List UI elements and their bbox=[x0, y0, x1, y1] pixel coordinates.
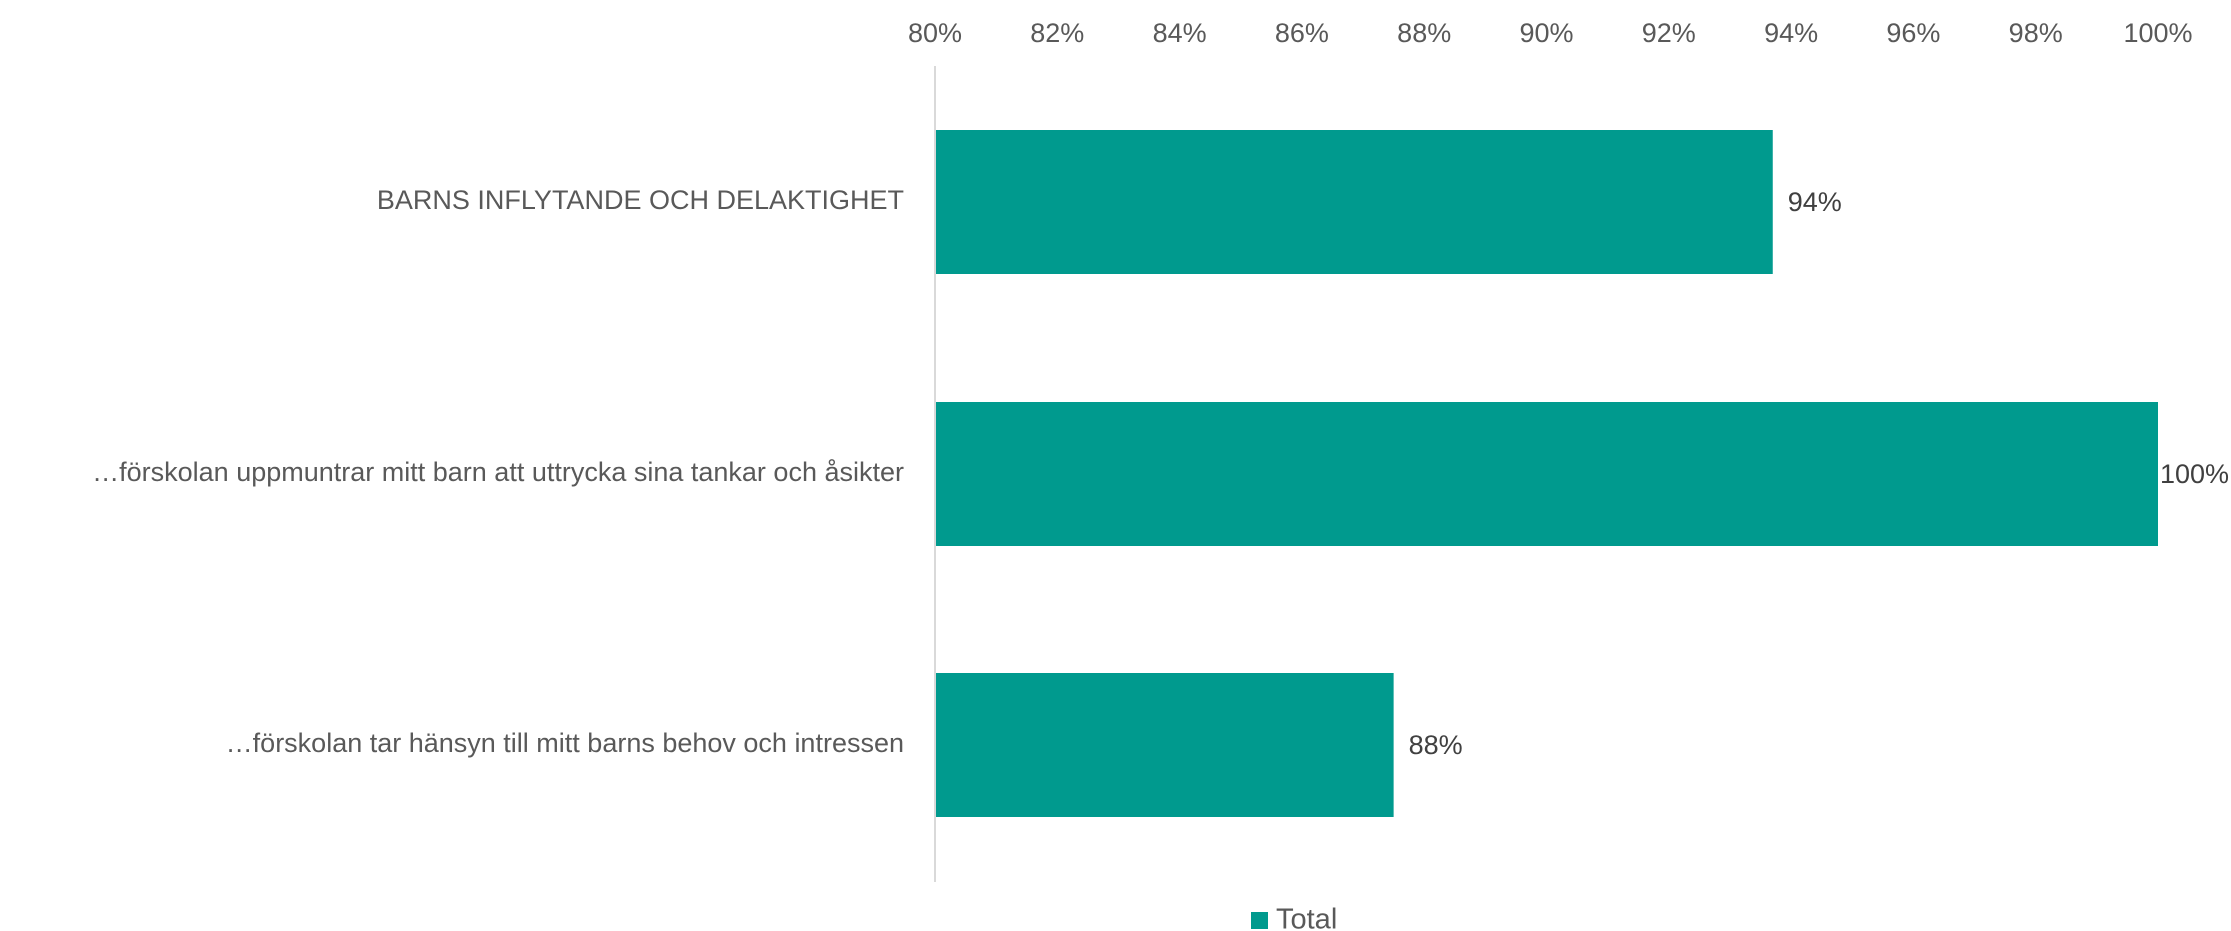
x-tick-label: 88% bbox=[1397, 18, 1451, 48]
x-tick-label: 84% bbox=[1153, 18, 1207, 48]
legend-label-total: Total bbox=[1276, 904, 1337, 931]
x-tick-label: 82% bbox=[1030, 18, 1084, 48]
bar bbox=[936, 402, 2158, 546]
x-tick-label: 98% bbox=[2009, 18, 2063, 48]
category-label: …förskolan uppmuntrar mitt barn att uttr… bbox=[92, 457, 904, 487]
data-label: 100% bbox=[2160, 459, 2229, 489]
category-label: …förskolan tar hänsyn till mitt barns be… bbox=[226, 728, 904, 758]
x-tick-label: 80% bbox=[908, 18, 962, 48]
category-label: BARNS INFLYTANDE OCH DELAKTIGHET bbox=[377, 185, 904, 215]
bar bbox=[936, 673, 1394, 817]
data-label: 94% bbox=[1788, 187, 1842, 217]
x-tick-label: 94% bbox=[1764, 18, 1818, 48]
bars bbox=[936, 130, 2158, 817]
x-axis-ticks: 80% 82% 84% 86% 88% 90% 92% 94% 96% 98% 100% bbox=[908, 18, 2193, 48]
x-tick-label: 86% bbox=[1275, 18, 1329, 48]
data-label: 88% bbox=[1409, 730, 1463, 760]
x-tick-label: 92% bbox=[1642, 18, 1696, 48]
category-labels: BARNS INFLYTANDE OCH DELAKTIGHET …förskol… bbox=[92, 185, 904, 758]
bar bbox=[936, 130, 1773, 274]
data-labels: 94% 100% 88% bbox=[1409, 187, 2229, 760]
x-tick-label: 96% bbox=[1886, 18, 1940, 48]
legend-swatch-total bbox=[1251, 912, 1268, 929]
x-tick-label: 90% bbox=[1519, 18, 1573, 48]
x-tick-label: 100% bbox=[2123, 18, 2192, 48]
legend: Total bbox=[1251, 904, 1337, 931]
